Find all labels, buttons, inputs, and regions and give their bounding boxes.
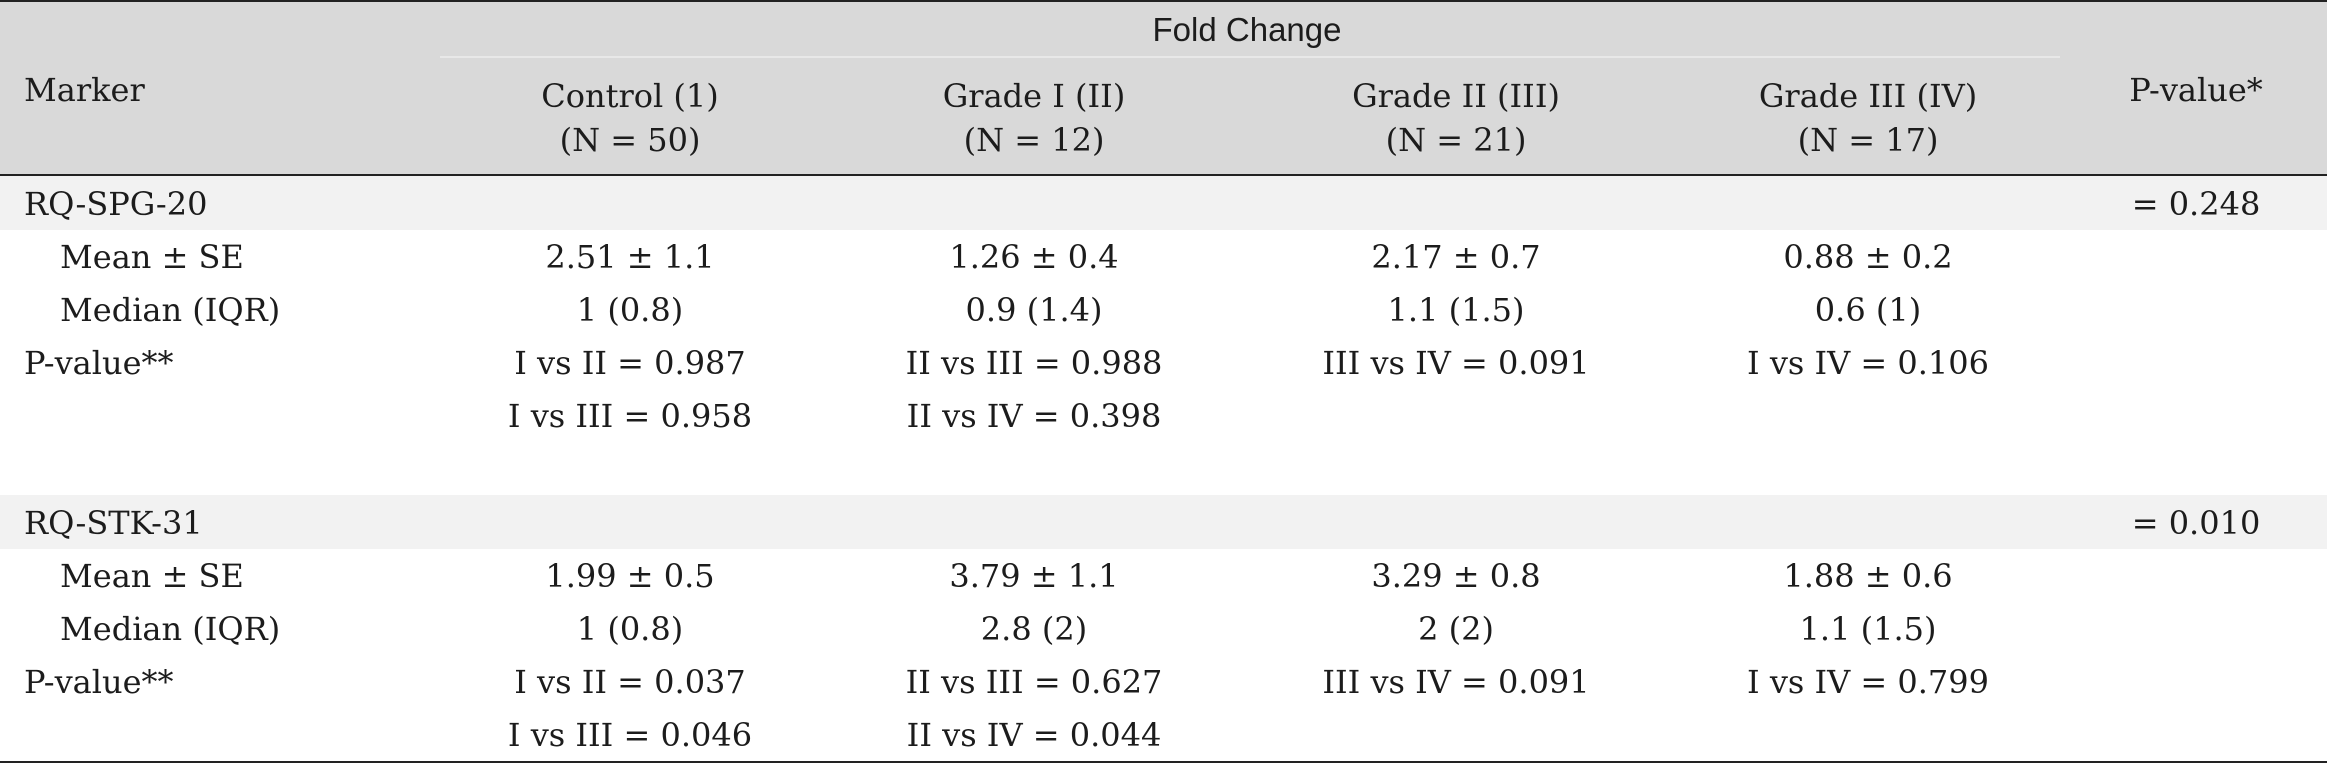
col-control-n: (N = 50) — [559, 121, 701, 159]
row-label-mean: Mean ± SE — [60, 238, 244, 276]
col-grade2-n: (N = 21) — [1385, 121, 1527, 159]
cell-median: 0.6 (1) — [1814, 291, 1922, 329]
cell-pairwise: I vs IV = 0.799 — [1747, 663, 1989, 701]
cell-mean: 2.51 ± 1.1 — [545, 238, 715, 276]
cell-median: 1 (0.8) — [576, 291, 684, 329]
section-pvalue: = 0.248 — [2131, 185, 2261, 223]
row-label-pvalue: P-value** — [24, 344, 174, 382]
col-grade3-n: (N = 17) — [1797, 121, 1939, 159]
cell-median: 2 (2) — [1418, 610, 1494, 648]
cell-pairwise: II vs III = 0.627 — [905, 663, 1163, 701]
marker-heading: Marker — [24, 71, 145, 109]
pvalue-heading: P-value* — [2129, 71, 2263, 109]
col-control-title: Control (1) — [541, 77, 719, 115]
cell-median: 2.8 (2) — [980, 610, 1088, 648]
table-bottom-rule — [0, 761, 2327, 763]
cell-pairwise: I vs III = 0.046 — [507, 716, 753, 754]
col-grade2-title: Grade II (III) — [1352, 77, 1560, 115]
cell-pairwise: II vs IV = 0.044 — [906, 716, 1162, 754]
col-grade1-n: (N = 12) — [963, 121, 1105, 159]
row-label-median: Median (IQR) — [60, 291, 281, 329]
col-grade1-title: Grade I (II) — [942, 77, 1126, 115]
cell-median: 0.9 (1.4) — [965, 291, 1103, 329]
cell-median: 1 (0.8) — [576, 610, 684, 648]
cell-mean: 1.99 ± 0.5 — [545, 557, 715, 595]
cell-mean: 1.26 ± 0.4 — [949, 238, 1119, 276]
section-band-spg20 — [0, 176, 2327, 230]
header-top-rule — [0, 0, 2327, 2]
row-label-mean: Mean ± SE — [60, 557, 244, 595]
section-pvalue: = 0.010 — [2131, 504, 2261, 542]
cell-mean: 1.88 ± 0.6 — [1783, 557, 1953, 595]
fold-change-heading: Fold Change — [1152, 11, 1342, 48]
col-grade3-title: Grade III (IV) — [1758, 77, 1978, 115]
cell-pairwise: I vs IV = 0.106 — [1747, 344, 1989, 382]
cell-pairwise: I vs II = 0.037 — [514, 663, 746, 701]
cell-pairwise: II vs III = 0.988 — [905, 344, 1163, 382]
cell-median: 1.1 (1.5) — [1387, 291, 1525, 329]
cell-mean: 2.17 ± 0.7 — [1371, 238, 1541, 276]
row-label-pvalue: P-value** — [24, 663, 174, 701]
cell-pairwise: I vs II = 0.987 — [514, 344, 746, 382]
table-header — [0, 0, 2327, 174]
fold-change-divider — [440, 56, 2060, 58]
cell-pairwise: II vs IV = 0.398 — [906, 397, 1162, 435]
cell-pairwise: III vs IV = 0.091 — [1322, 344, 1590, 382]
row-label-median: Median (IQR) — [60, 610, 281, 648]
cell-mean: 0.88 ± 0.2 — [1783, 238, 1953, 276]
cell-pairwise: I vs III = 0.958 — [507, 397, 753, 435]
section-title: RQ-STK-31 — [24, 504, 203, 542]
header-bottom-rule — [0, 174, 2327, 176]
cell-median: 1.1 (1.5) — [1799, 610, 1937, 648]
section-title: RQ-SPG-20 — [24, 185, 208, 223]
cell-pairwise: III vs IV = 0.091 — [1322, 663, 1590, 701]
section-band-stk31 — [0, 495, 2327, 549]
cell-mean: 3.29 ± 0.8 — [1371, 557, 1541, 595]
cell-mean: 3.79 ± 1.1 — [949, 557, 1119, 595]
